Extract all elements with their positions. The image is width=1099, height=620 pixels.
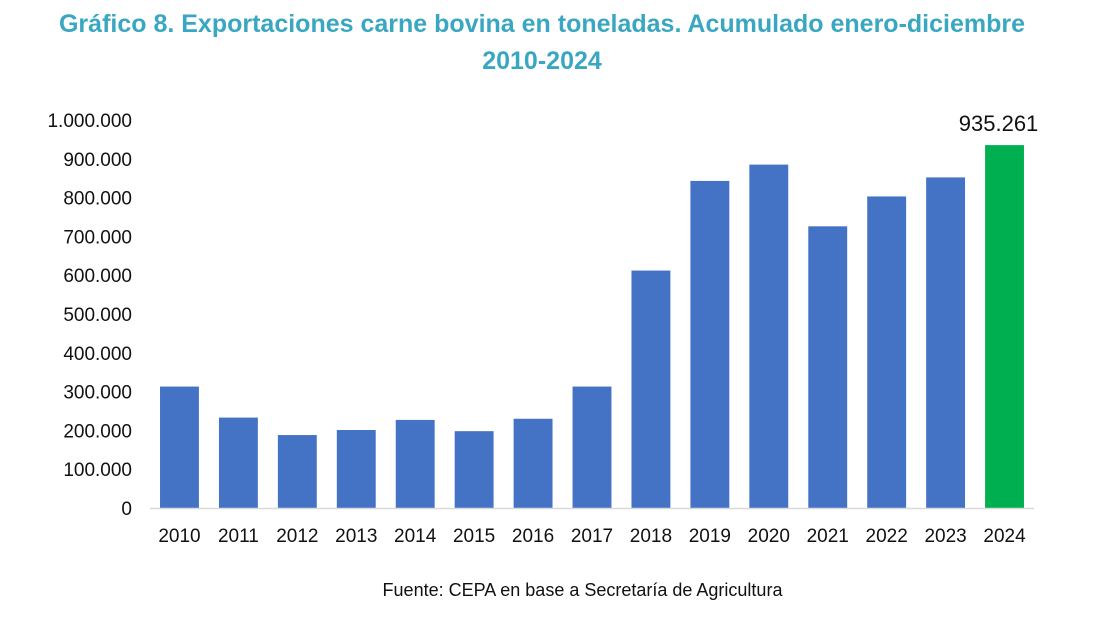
bar-2017 bbox=[572, 386, 612, 508]
y-tick-label: 300.000 bbox=[63, 383, 132, 404]
x-tick-label: 2021 bbox=[807, 526, 849, 547]
x-tick-label: 2012 bbox=[276, 526, 318, 547]
x-tick-label: 2016 bbox=[512, 526, 554, 547]
y-tick-label: 900.000 bbox=[63, 150, 132, 171]
bar-2019 bbox=[690, 180, 730, 508]
bar-chart: 0 100.000 200.000 300.000 400.000 500.000 600.… bbox=[47, 111, 1039, 547]
bars bbox=[160, 145, 1024, 509]
y-tick-label: 1.000.000 bbox=[47, 111, 132, 132]
bar-2021 bbox=[808, 226, 848, 508]
bar-2012 bbox=[277, 435, 317, 508]
bar-2024 bbox=[985, 145, 1024, 509]
y-tick-label: 800.000 bbox=[63, 189, 132, 210]
bar-2023 bbox=[926, 177, 966, 508]
x-tick-label: 2020 bbox=[748, 526, 790, 547]
bar-2011 bbox=[218, 417, 258, 508]
x-axis-tick-labels: 2010 2011 2012 2013 2014 2015 2016 2017 2018 2019… bbox=[158, 526, 1026, 547]
y-tick-label: 100.000 bbox=[63, 460, 132, 481]
x-tick-label: 2015 bbox=[453, 526, 495, 547]
x-tick-label: 2010 bbox=[158, 526, 200, 547]
y-tick-label: 500.000 bbox=[63, 305, 132, 326]
y-tick-label: 200.000 bbox=[63, 421, 132, 442]
x-tick-label: 2024 bbox=[983, 526, 1026, 547]
x-tick-label: 2017 bbox=[571, 526, 613, 547]
bar-2016 bbox=[513, 418, 553, 508]
bar-2020 bbox=[749, 164, 789, 508]
chart-title-line-2: 2010-2024 bbox=[482, 47, 602, 75]
y-tick-label: 600.000 bbox=[63, 266, 132, 287]
bar-2018 bbox=[631, 270, 671, 508]
bar-2014 bbox=[395, 419, 435, 508]
x-tick-label: 2013 bbox=[335, 526, 377, 547]
source-note: Fuente: CEPA en base a Secretaría de Agr… bbox=[382, 580, 783, 600]
data-label: 935.261 bbox=[959, 111, 1039, 136]
bar-2022 bbox=[867, 196, 907, 508]
data-labels: 935.261 bbox=[959, 111, 1039, 136]
y-tick-label: 700.000 bbox=[63, 227, 132, 248]
chart-title-line-1: Gráfico 8. Exportaciones carne bovina en… bbox=[58, 10, 1025, 38]
y-tick-label: 0 bbox=[121, 499, 132, 520]
y-tick-label: 400.000 bbox=[63, 344, 132, 365]
bar-2010 bbox=[160, 386, 199, 508]
chart-title: Gráfico 8. Exportaciones carne bovina en… bbox=[0, 6, 1084, 80]
x-tick-label: 2014 bbox=[394, 526, 437, 547]
bar-2013 bbox=[336, 430, 376, 508]
x-tick-label: 2011 bbox=[218, 526, 259, 547]
bar-2015 bbox=[454, 431, 494, 508]
y-axis-tick-labels: 0 100.000 200.000 300.000 400.000 500.000 600.… bbox=[47, 111, 132, 520]
x-tick-label: 2019 bbox=[689, 526, 731, 547]
x-tick-label: 2023 bbox=[924, 526, 966, 547]
x-tick-label: 2018 bbox=[630, 526, 672, 547]
x-tick-label: 2022 bbox=[866, 526, 908, 547]
